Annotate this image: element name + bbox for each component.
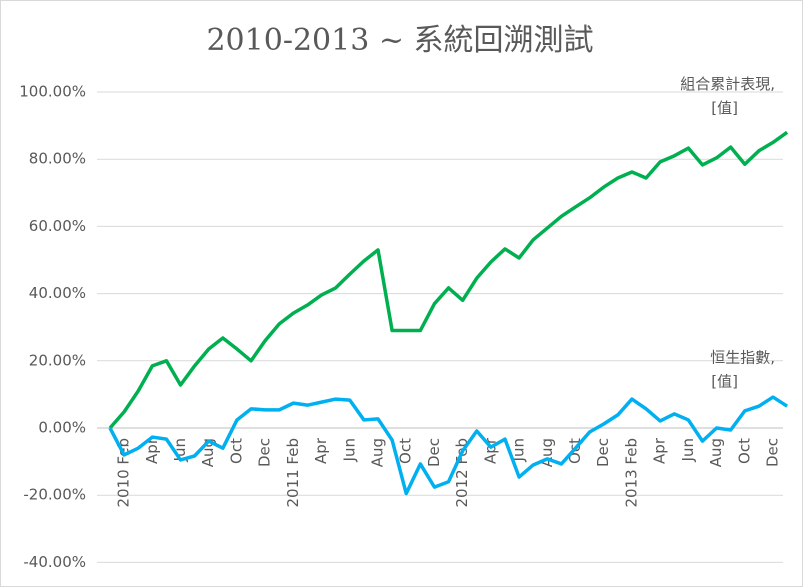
x-tick-label: Dec (594, 438, 612, 467)
x-tick-label: 2012 Feb (453, 438, 471, 508)
x-tick-label: Dec (764, 438, 782, 467)
y-tick-label: 20.00% (29, 351, 86, 369)
y-tick-label: -40.00% (23, 553, 86, 571)
y-tick-label: 0.00% (38, 419, 86, 437)
x-tick-label: Oct (397, 438, 415, 464)
series-line (108, 395, 789, 496)
x-tick-label: Dec (425, 438, 443, 467)
series-name-label: 恒生指數, (710, 349, 775, 367)
x-tick-label: Apr (651, 437, 669, 464)
x-tick-label: 2011 Feb (284, 438, 302, 508)
x-tick-label: Oct (735, 438, 753, 464)
x-tick-label: Aug (369, 438, 387, 467)
series-value-label: [值] (711, 373, 738, 391)
x-tick-label: Aug (707, 438, 725, 467)
y-tick-label: 100.00% (19, 83, 86, 101)
y-tick-label: 40.00% (29, 284, 86, 302)
x-tick-label: Jun (510, 438, 528, 462)
series-name-label: 組合累計表現, (680, 75, 775, 93)
x-tick-label: Dec (256, 438, 274, 467)
x-tick-label: Jun (171, 438, 189, 462)
x-tick-label: 2010 Feb (115, 438, 133, 508)
x-tick-label: Apr (143, 437, 161, 464)
x-tick-label: Oct (227, 438, 245, 464)
series-line (108, 130, 789, 430)
y-tick-label: 60.00% (29, 217, 86, 235)
y-tick-label: -20.00% (23, 486, 86, 504)
x-tick-label: 2013 Feb (622, 438, 640, 508)
y-tick-label: 80.00% (29, 150, 86, 168)
chart-title: 2010-2013 ~ 系統回溯測試 (206, 23, 593, 58)
x-tick-label: Jun (679, 438, 697, 462)
x-tick-label: Apr (312, 437, 330, 464)
series-value-label: [值] (711, 99, 738, 117)
x-tick-label: Jun (340, 438, 358, 462)
